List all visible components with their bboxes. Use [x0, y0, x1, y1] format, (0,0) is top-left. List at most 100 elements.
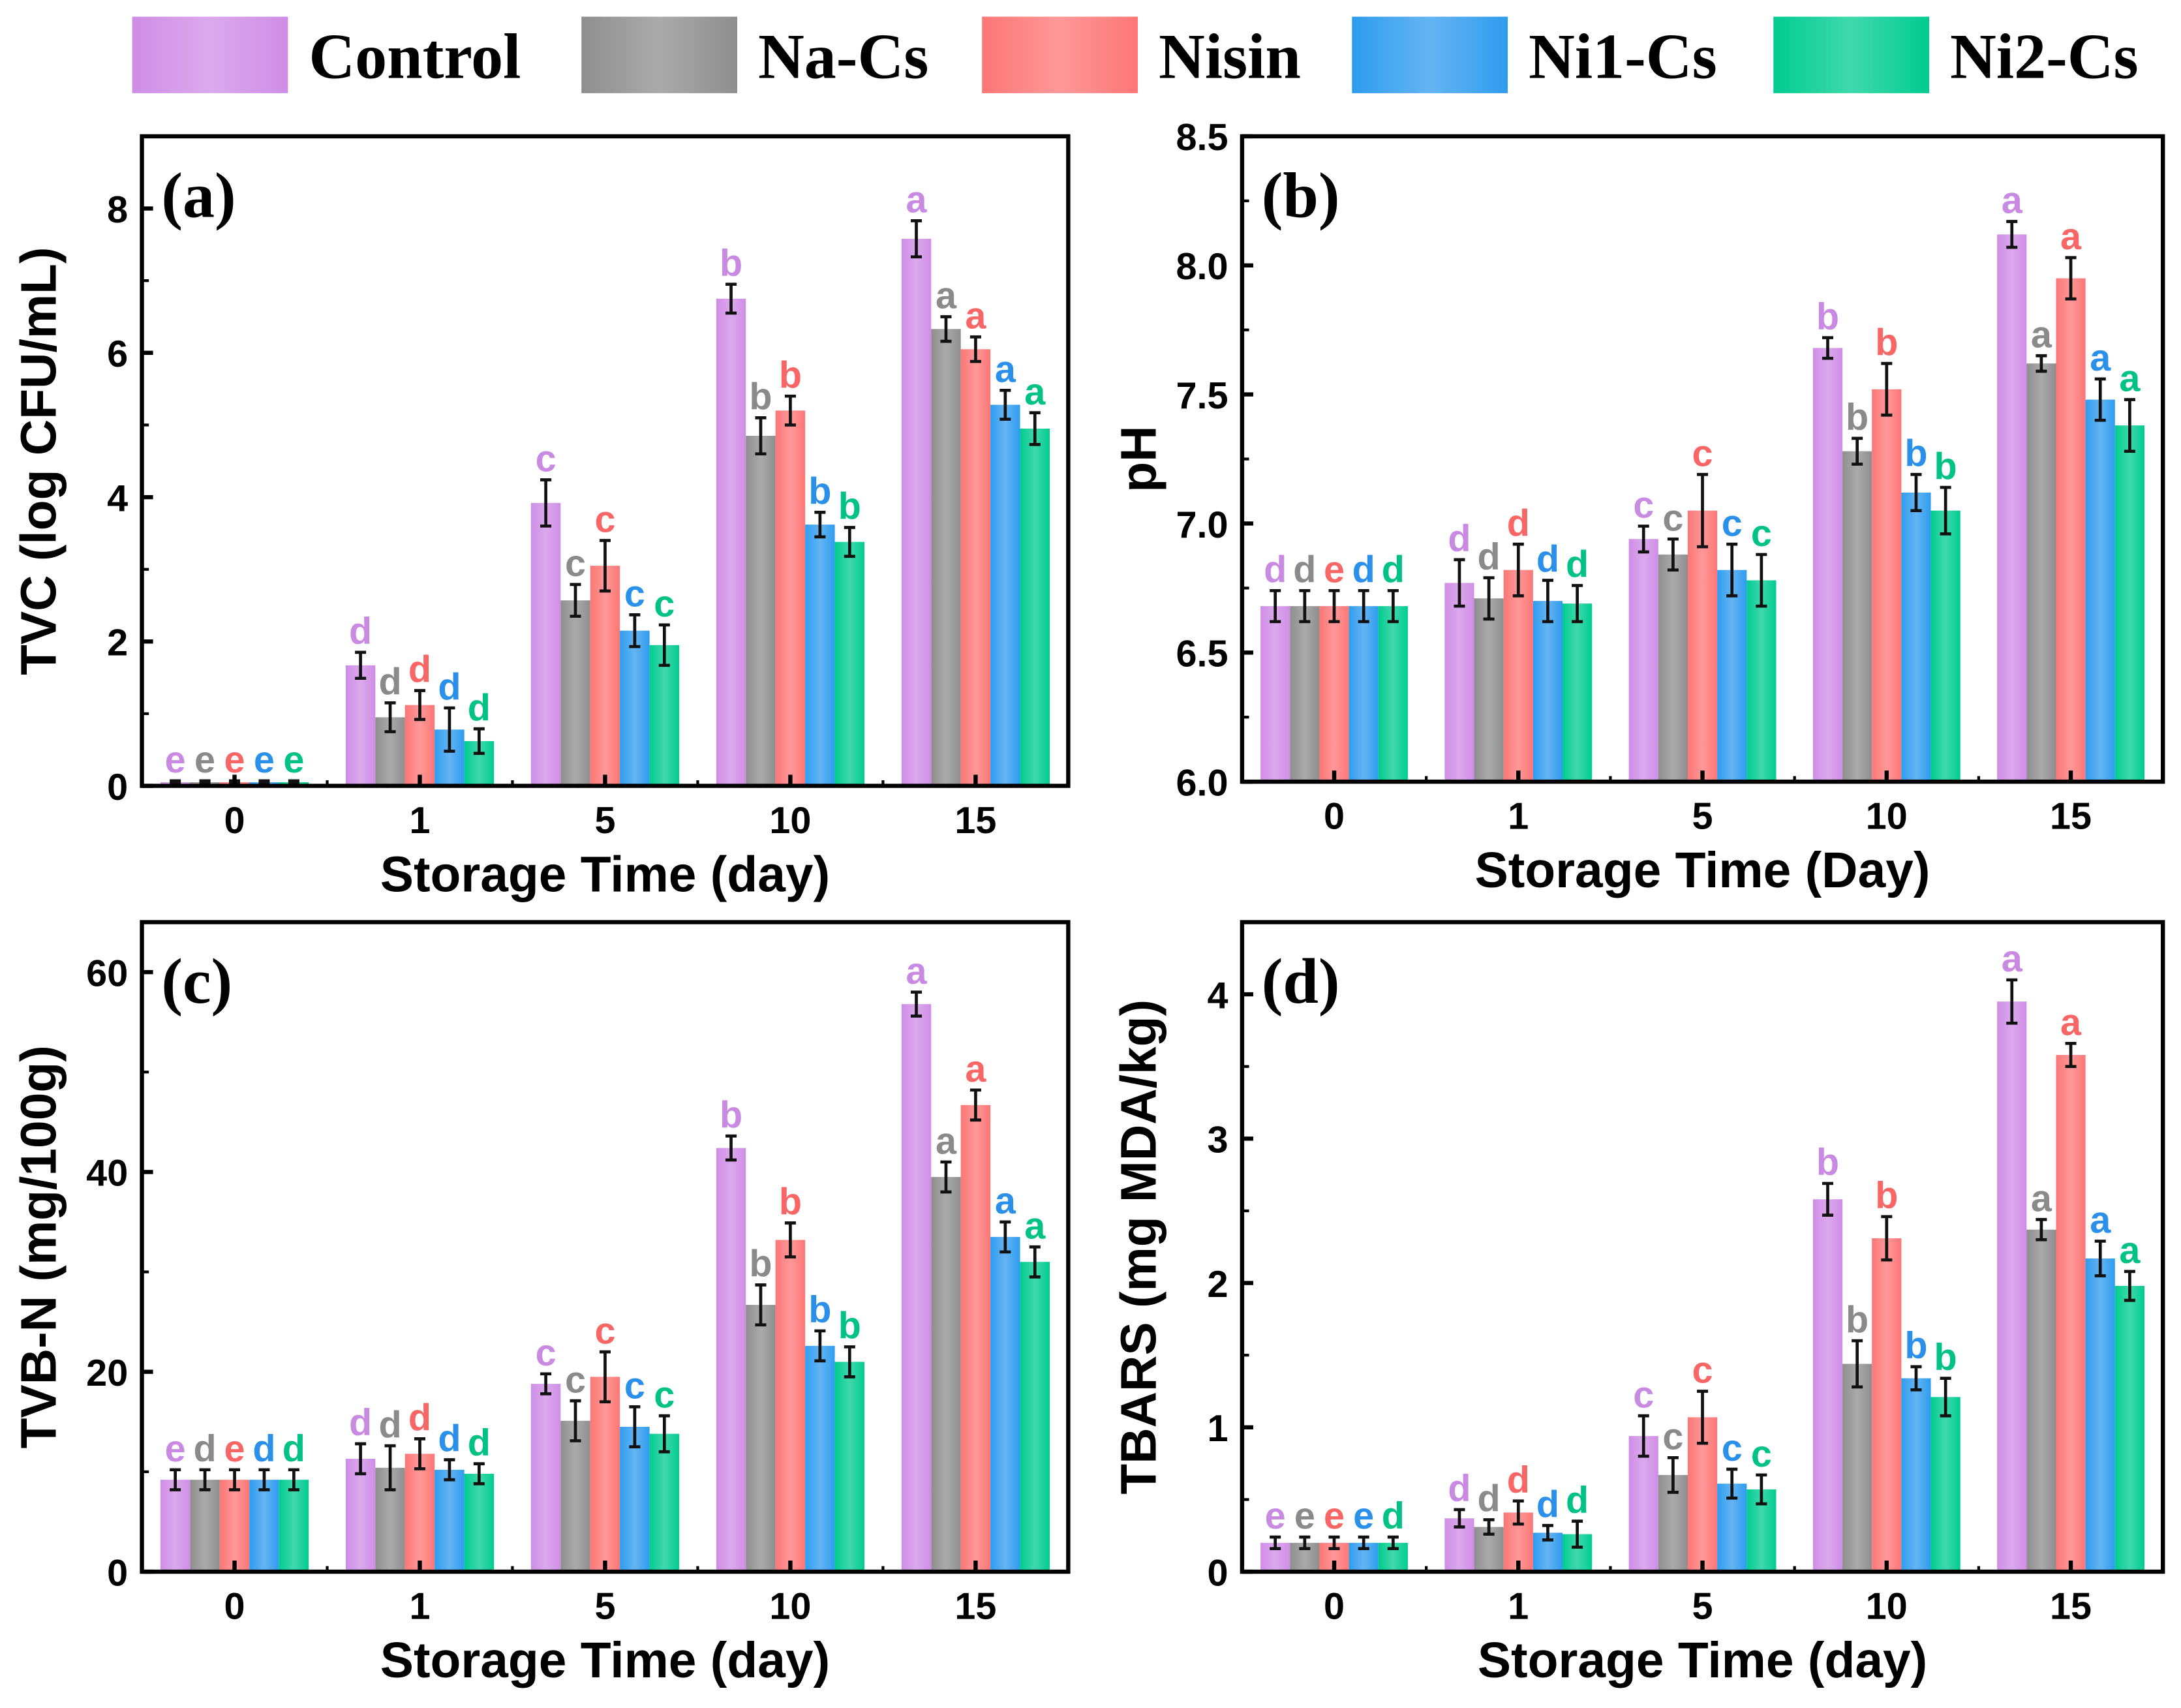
- y-tick-label: 7.0: [1176, 504, 1228, 546]
- significance-letter: a: [1024, 371, 1046, 413]
- bar-nisin-day-1: [1503, 570, 1533, 782]
- bar-nisin-day-1: [404, 1454, 435, 1572]
- y-tick-label: 8.0: [1176, 246, 1228, 288]
- error-bar: [1881, 361, 1893, 417]
- significance-letter: e: [165, 1428, 186, 1470]
- significance-letter: e: [283, 739, 304, 781]
- error-bar: [1940, 1377, 1951, 1418]
- error-bar: [1512, 1499, 1524, 1526]
- bar-ni1-cs-day-5: [1717, 570, 1747, 782]
- x-tick-label: 1: [1508, 796, 1529, 838]
- bar-nisin-day-5: [590, 1377, 620, 1572]
- significance-letter: d: [408, 649, 431, 691]
- error-bar: [2006, 978, 2018, 1025]
- significance-letter: b: [720, 243, 742, 284]
- error-bar: [2036, 1217, 2047, 1242]
- significance-letter: a: [2031, 1178, 2052, 1219]
- significance-letter: b: [1904, 433, 1927, 474]
- significance-letter: d: [252, 1428, 275, 1470]
- error-bar: [755, 1283, 767, 1327]
- error-bar: [1270, 1535, 1281, 1551]
- error-bar: [1910, 1365, 1922, 1392]
- bar-nisin-day-5: [1687, 510, 1718, 782]
- error-bar: [570, 1399, 581, 1442]
- significance-letter: d: [378, 1404, 401, 1446]
- significance-letter: d: [1507, 1459, 1530, 1501]
- significance-letter: c: [594, 1310, 615, 1352]
- error-bar: [170, 1468, 181, 1491]
- panel-label: (b): [1262, 161, 1340, 232]
- bar-ni2-cs-day-10: [1930, 510, 1960, 782]
- error-bar: [629, 1405, 641, 1448]
- bar-control-day-0: [1260, 606, 1290, 782]
- legend-label: Ni2-Cs: [1950, 22, 2139, 92]
- significance-letter: d: [194, 1428, 217, 1470]
- significance-letter: c: [624, 573, 645, 615]
- legend-swatch: [132, 16, 288, 93]
- significance-letter: a: [906, 179, 928, 221]
- significance-letter: d: [1536, 539, 1559, 581]
- error-bar: [1667, 537, 1679, 572]
- significance-letter: c: [1662, 1416, 1683, 1457]
- bar-na-cs-day-10: [1842, 1364, 1872, 1572]
- error-bar: [658, 623, 670, 667]
- significance-letter: a: [2002, 180, 2023, 222]
- error-bar: [1542, 1523, 1553, 1542]
- bar-ni1-cs-day-1: [435, 1469, 465, 1572]
- y-axis-title: pH: [1112, 425, 1167, 492]
- bar-nisin-day-10: [775, 1240, 806, 1572]
- significance-letter: a: [936, 275, 957, 317]
- y-tick-label: 40: [86, 1153, 128, 1195]
- bar-ni2-cs-day-1: [1563, 603, 1593, 782]
- error-bar: [2124, 398, 2135, 453]
- x-tick-label: 0: [1324, 1586, 1345, 1628]
- error-bar: [170, 779, 181, 785]
- error-bar: [844, 526, 855, 558]
- significance-letter: b: [808, 470, 831, 512]
- significance-letter: d: [282, 1428, 305, 1470]
- bar-na-cs-day-0: [1290, 606, 1320, 782]
- error-bar: [1358, 1535, 1369, 1551]
- significance-letter: e: [1353, 1495, 1374, 1537]
- error-bar: [1029, 1245, 1041, 1279]
- significance-letter: a: [2002, 938, 2023, 980]
- significance-letter: b: [1816, 1142, 1839, 1183]
- error-bar: [1667, 1456, 1679, 1494]
- bar-nisin-day-15: [2056, 278, 2086, 782]
- legend: Control Na-Cs Nisin Ni1-Cs Ni2-Cs: [132, 16, 2139, 93]
- significance-letter: b: [838, 1305, 861, 1347]
- error-bar: [1726, 1467, 1738, 1500]
- significance-letter: c: [1633, 485, 1654, 526]
- significance-letter: a: [1024, 1205, 1046, 1247]
- error-bar: [384, 701, 396, 733]
- bar-control-day-5: [1628, 539, 1658, 782]
- x-tick-label: 15: [2050, 1586, 2092, 1628]
- x-tick-label: 5: [594, 800, 615, 842]
- bar-nisin-day-15: [960, 1105, 991, 1572]
- error-bar: [2065, 256, 2077, 301]
- error-bar: [1270, 588, 1281, 624]
- bar-control-day-15: [901, 1004, 932, 1572]
- significance-letter: d: [1382, 1495, 1405, 1537]
- error-bar: [199, 1468, 211, 1491]
- bar-control-day-1: [345, 665, 376, 786]
- significance-letter: d: [349, 1402, 372, 1444]
- significance-letter: d: [408, 1397, 431, 1439]
- y-tick-label: 6: [107, 333, 128, 375]
- error-bar: [1726, 542, 1738, 598]
- significance-letter: a: [2060, 1002, 2082, 1044]
- significance-letter: d: [1264, 549, 1287, 591]
- significance-letter: c: [594, 499, 615, 541]
- legend-swatch: [1352, 16, 1508, 93]
- significance-letter: e: [224, 1428, 245, 1470]
- error-bar: [1697, 472, 1709, 549]
- error-bar: [288, 779, 299, 785]
- error-bar: [2124, 1270, 2135, 1302]
- significance-letter: c: [1722, 1427, 1743, 1469]
- y-tick-label: 60: [86, 953, 128, 994]
- y-tick-label: 20: [86, 1352, 128, 1394]
- error-bar: [844, 1345, 855, 1379]
- y-tick-label: 1: [1208, 1408, 1228, 1450]
